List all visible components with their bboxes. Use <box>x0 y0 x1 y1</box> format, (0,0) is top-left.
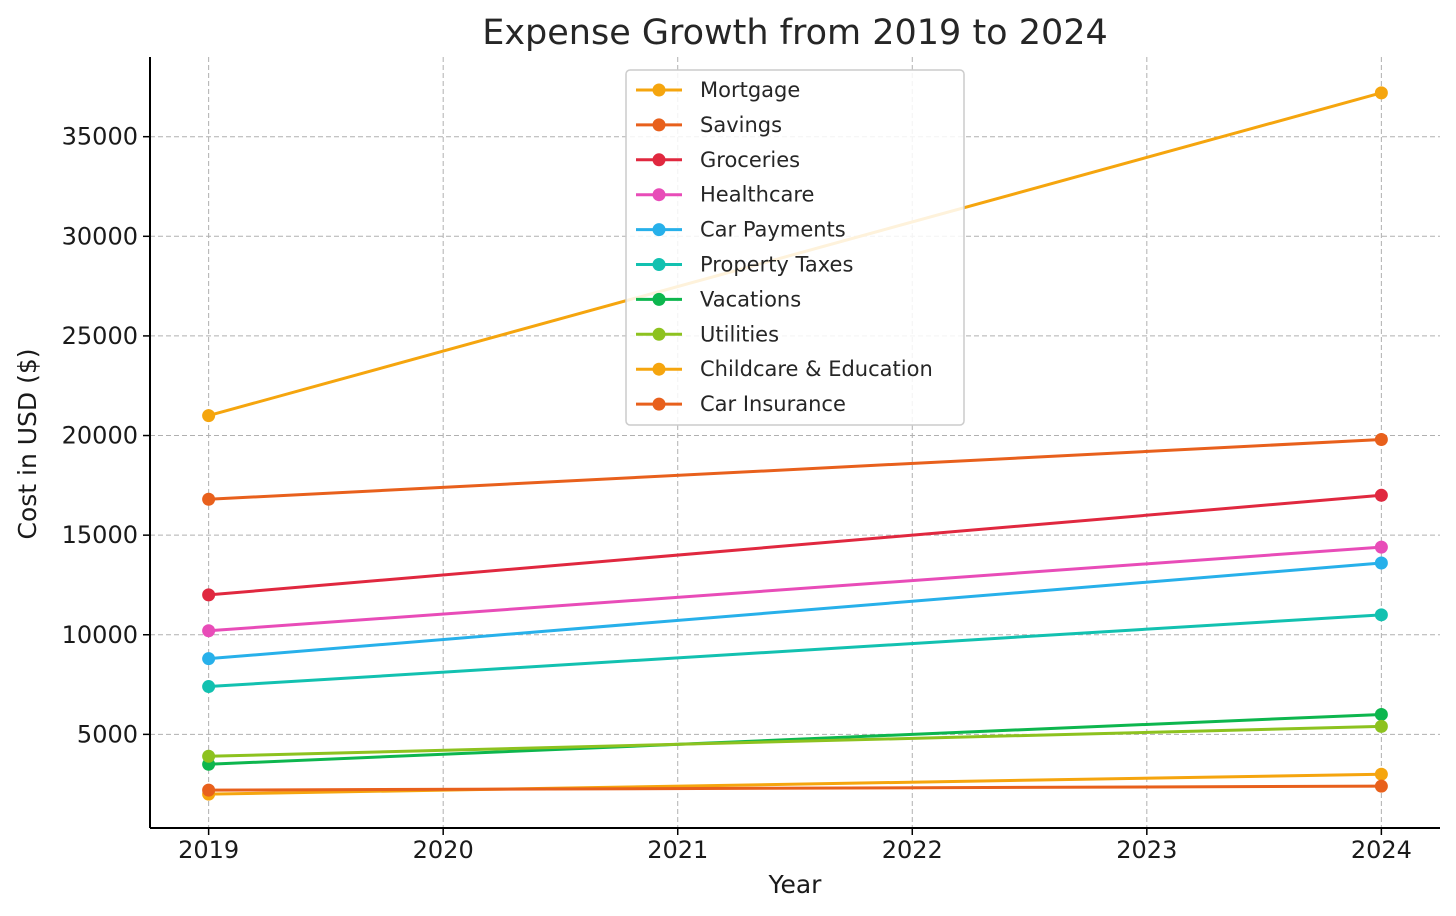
legend-marker <box>652 258 666 271</box>
data-point <box>1374 608 1388 622</box>
data-point <box>1374 779 1388 793</box>
series <box>202 86 1388 801</box>
data-point <box>1374 767 1388 781</box>
legend-item: Mortgage <box>636 78 800 102</box>
y-tick-label: 30000 <box>62 222 138 250</box>
data-point <box>1374 719 1388 733</box>
legend-marker <box>652 362 666 376</box>
data-point <box>202 624 216 638</box>
legend-label: Car Payments <box>700 218 846 242</box>
y-tick-label: 5000 <box>77 720 138 748</box>
data-point <box>202 492 216 506</box>
legend-item: Groceries <box>636 148 800 172</box>
series-line <box>208 772 1382 796</box>
legend-marker <box>652 83 666 97</box>
legend-label: Healthcare <box>700 183 814 207</box>
legend-label: Mortgage <box>700 78 800 102</box>
series-groceries <box>202 488 1388 602</box>
legend-item: Childcare & Education <box>636 357 933 381</box>
series-line <box>208 613 1382 689</box>
series-childcare-education <box>202 767 1388 801</box>
legend-item: Vacations <box>636 287 801 311</box>
x-axis-title: Year <box>768 870 823 899</box>
series-utilities <box>202 719 1388 763</box>
legend-item: Property Taxes <box>636 253 853 277</box>
data-point <box>202 652 216 666</box>
data-point <box>1374 488 1388 502</box>
data-point <box>202 680 216 694</box>
legend-marker <box>652 397 666 411</box>
legend-marker <box>652 292 666 306</box>
series-line <box>208 561 1382 661</box>
data-point <box>202 749 216 763</box>
legend: Mortgage Savings Groceries Healthcare Car Pa… <box>625 69 965 426</box>
data-point <box>1374 540 1388 554</box>
y-tick-label: 25000 <box>62 322 138 350</box>
legend-label: Savings <box>700 113 782 137</box>
series-line <box>208 784 1382 792</box>
legend-item: Savings <box>636 113 782 137</box>
y-tick-label: 35000 <box>62 123 138 151</box>
series-savings <box>202 433 1388 506</box>
series-line <box>208 493 1382 597</box>
legend-item: Utilities <box>636 322 779 346</box>
series-line <box>208 712 1382 766</box>
series-line <box>208 724 1382 758</box>
series-vacations <box>202 707 1388 771</box>
legend-marker <box>652 223 666 237</box>
series-healthcare <box>202 540 1388 638</box>
data-point <box>1374 556 1388 570</box>
x-tick-label: 2022 <box>882 836 943 864</box>
x-tick-label: 2019 <box>178 836 239 864</box>
data-point <box>202 783 216 797</box>
ticks: 2019 2020 2021 2022 2023 2024 5000 10000 15000 20… <box>62 123 1412 864</box>
x-tick-label: 2023 <box>1116 836 1177 864</box>
legend-item: Car Payments <box>636 218 846 242</box>
x-tick-label: 2021 <box>647 836 708 864</box>
data-point <box>1374 86 1388 100</box>
legend-marker <box>652 118 666 132</box>
legend-label: Car Insurance <box>700 392 846 416</box>
series-car-payments <box>202 556 1388 666</box>
legend-label: Property Taxes <box>700 253 853 277</box>
series-line <box>208 438 1382 501</box>
axes <box>149 57 1440 829</box>
legend-label: Utilities <box>700 322 779 346</box>
x-tick-label: 2024 <box>1351 836 1412 864</box>
legend-marker <box>652 188 666 202</box>
data-point <box>202 588 216 602</box>
legend-label: Groceries <box>700 148 800 172</box>
data-point <box>1374 433 1388 447</box>
legend-label: Vacations <box>700 287 801 311</box>
y-tick-label: 20000 <box>62 422 138 450</box>
series-car-insurance <box>202 779 1388 797</box>
series-property-taxes <box>202 608 1388 694</box>
y-tick-label: 15000 <box>62 521 138 549</box>
x-tick-label: 2020 <box>413 836 474 864</box>
chart-title: Expense Growth from 2019 to 2024 <box>482 13 1108 53</box>
legend-item: Healthcare <box>636 183 814 207</box>
y-axis-title: Cost in USD ($) <box>13 348 42 539</box>
legend-label: Childcare & Education <box>700 357 933 381</box>
legend-marker <box>652 327 666 341</box>
legend-item: Car Insurance <box>636 392 846 416</box>
data-point <box>202 409 216 423</box>
legend-marker <box>652 153 666 167</box>
series-line <box>208 545 1382 633</box>
legend-box <box>625 69 965 426</box>
data-point <box>1374 707 1388 721</box>
y-tick-label: 10000 <box>62 621 138 649</box>
